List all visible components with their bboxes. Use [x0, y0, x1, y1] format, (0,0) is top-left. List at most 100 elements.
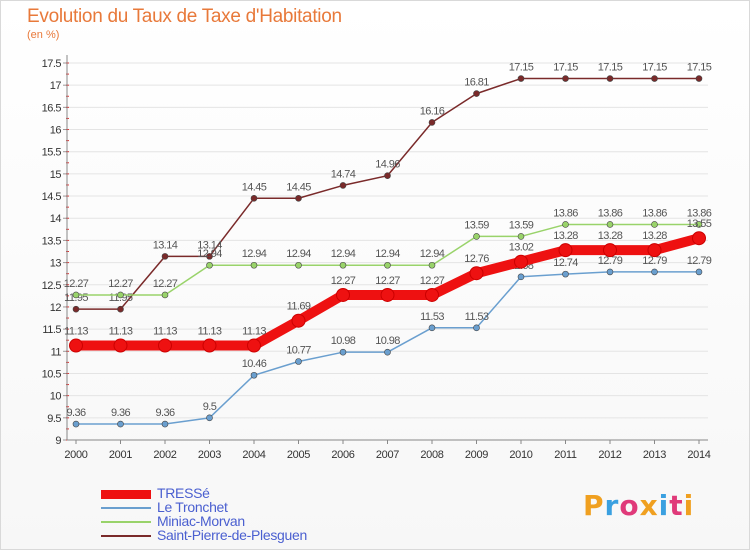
data-point: [161, 420, 169, 428]
data-point: [206, 261, 213, 269]
data-label: 13.14: [197, 239, 222, 251]
data-point: [295, 194, 302, 202]
data-label: 12.79: [687, 255, 712, 267]
x-tick-label: 2005: [287, 449, 310, 461]
data-point: [558, 243, 573, 258]
data-label: 13.59: [464, 219, 489, 231]
data-point: [72, 291, 80, 299]
x-tick-label: 2011: [554, 449, 577, 461]
data-point: [473, 324, 480, 332]
data-point: [562, 75, 569, 82]
data-point: [651, 221, 658, 228]
legend-label: TRESSé: [157, 485, 210, 501]
data-label: 12.76: [464, 253, 489, 265]
legend-swatch: [101, 521, 151, 523]
data-point: [295, 261, 302, 269]
data-label: 10.98: [331, 335, 356, 347]
x-tick-label: 2014: [687, 449, 710, 461]
data-point: [606, 221, 614, 228]
y-tick-label: 12: [50, 302, 62, 314]
data-point: [428, 324, 436, 332]
y-tick-label: 16: [50, 125, 62, 137]
data-label: 12.27: [331, 275, 356, 287]
data-label: 11.13: [198, 326, 222, 338]
y-tick-label: 13.5: [42, 235, 62, 247]
data-point: [339, 261, 347, 269]
legend-label: Le Tronchet: [157, 499, 228, 515]
data-label: 12.27: [375, 275, 400, 287]
data-point: [517, 273, 525, 281]
data-label: 11.69: [287, 301, 311, 313]
y-tick-label: 14: [50, 213, 62, 225]
data-point: [517, 233, 525, 240]
data-label: 11.53: [420, 311, 444, 323]
y-tick-label: 12.5: [42, 280, 62, 292]
data-point: [606, 268, 614, 276]
y-tick-label: 16.5: [42, 102, 62, 114]
x-tick-label: 2003: [198, 449, 221, 461]
y-tick-label: 14.5: [42, 191, 62, 203]
data-label: 9.36: [66, 407, 85, 419]
data-label: 12.94: [286, 248, 311, 260]
legend-swatch: [101, 507, 151, 509]
data-label: 12.79: [642, 255, 667, 267]
data-point: [562, 270, 569, 278]
data-label: 12.27: [153, 278, 178, 290]
data-point: [695, 268, 703, 276]
y-tick-label: 11.5: [42, 324, 61, 336]
x-tick-label: 2007: [376, 449, 399, 461]
data-point: [562, 221, 569, 228]
data-point: [651, 75, 658, 82]
data-label: 13.55: [687, 218, 712, 230]
y-tick-label: 10: [50, 391, 62, 403]
data-point: [295, 358, 302, 365]
data-point: [428, 119, 436, 126]
data-label: 12.27: [64, 278, 89, 290]
data-point: [117, 291, 124, 299]
data-label: 10.98: [375, 335, 400, 347]
data-label: 12.94: [242, 248, 267, 260]
data-point: [469, 266, 484, 281]
data-label: 17.15: [642, 62, 667, 74]
data-label: 12.79: [598, 255, 623, 267]
x-tick-label: 2009: [465, 449, 488, 461]
data-label: 17.15: [553, 62, 578, 74]
data-label: 13.28: [553, 230, 578, 242]
data-point: [69, 338, 83, 353]
x-tick-label: 2001: [109, 449, 132, 461]
data-label: 13.86: [687, 207, 712, 219]
data-label: 10.46: [242, 358, 267, 370]
data-label: 14.96: [375, 159, 400, 171]
data-point: [72, 420, 80, 428]
data-point: [380, 287, 395, 302]
data-label: 9.5: [203, 401, 217, 413]
data-label: 13.14: [153, 239, 178, 251]
data-point: [250, 194, 258, 202]
data-label: 13.28: [642, 230, 667, 242]
data-point: [291, 313, 306, 328]
chart-title: Evolution du Taux de Taxe d'Habitation: [27, 6, 342, 27]
data-label: 17.15: [598, 62, 623, 74]
y-tick-label: 9: [55, 435, 61, 447]
data-point: [384, 261, 391, 269]
data-point: [692, 231, 706, 246]
y-tick-label: 10.5: [42, 368, 62, 380]
data-point: [428, 261, 436, 269]
data-label: 14.74: [331, 168, 356, 180]
y-tick-label: 9.5: [47, 413, 61, 425]
data-point: [514, 254, 528, 269]
data-point: [161, 253, 169, 260]
data-label: 17.15: [509, 62, 534, 74]
x-tick-label: 2004: [242, 449, 265, 461]
data-label: 14.45: [286, 181, 311, 193]
data-point: [606, 75, 614, 82]
data-point: [695, 221, 703, 228]
data-label: 13.02: [509, 242, 534, 254]
data-point: [384, 172, 391, 179]
data-label: 12.27: [420, 275, 445, 287]
data-label: 10.77: [286, 344, 311, 356]
y-tick-label: 15.5: [42, 147, 62, 159]
y-tick-label: 11: [51, 346, 62, 358]
data-label: 11.53: [465, 311, 489, 323]
data-label: 12.94: [197, 248, 222, 260]
